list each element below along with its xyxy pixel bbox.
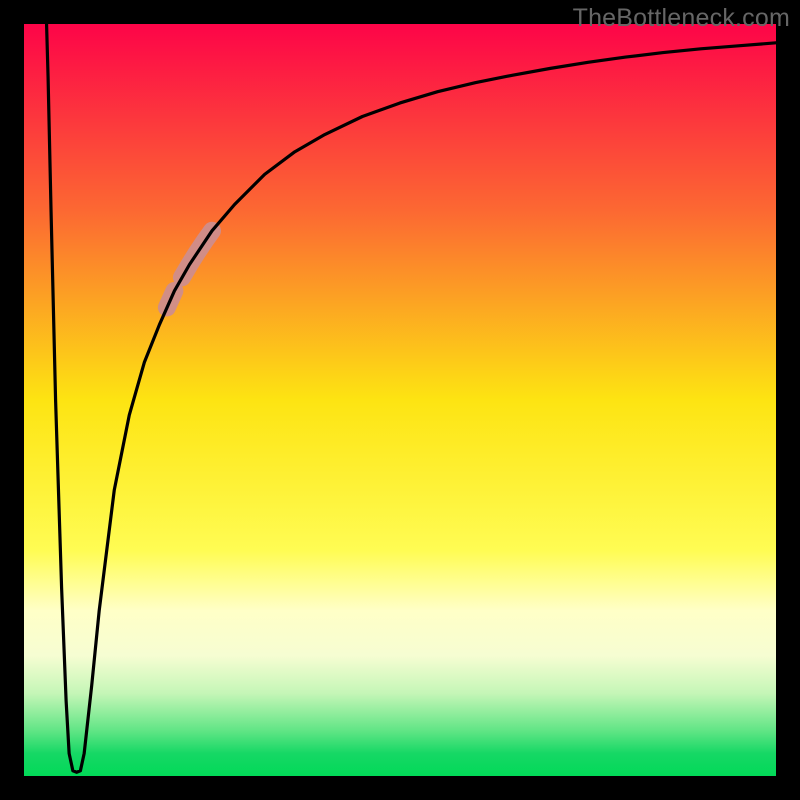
- chart-stage: TheBottleneck.com: [0, 0, 800, 800]
- watermark-text: TheBottleneck.com: [573, 4, 790, 33]
- plot-background: [24, 24, 776, 776]
- gradient-curve-chart: [0, 0, 800, 800]
